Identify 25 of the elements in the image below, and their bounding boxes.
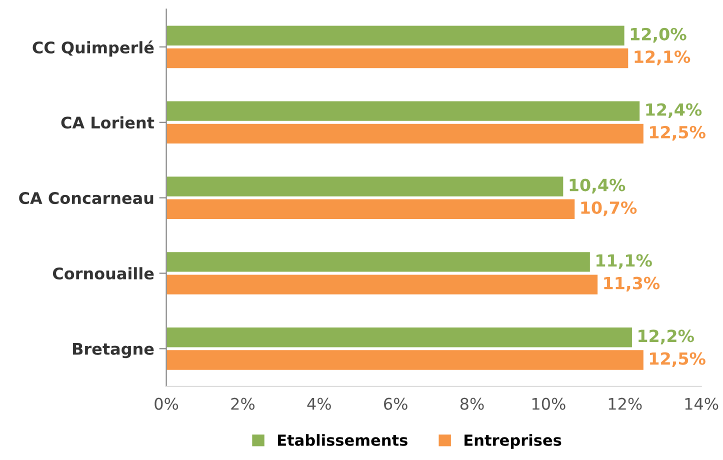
y-tick-label: Bretagne [73,343,154,358]
x-tick-label: 6% [384,398,408,410]
x-tick-label: 0% [154,398,178,410]
x-tick-label: 14% [685,398,718,410]
y-tick-label: CC Quimperlé [32,40,154,57]
x-tick-label: 4% [307,398,331,410]
y-tick-label: Cornouaille [52,267,154,280]
data-label: 12,0% [630,28,686,43]
data-label: 12,5% [650,126,706,141]
data-label: 12,1% [634,50,690,66]
data-label: 10,7% [581,201,637,216]
legend-label: Etablissements [278,434,408,446]
data-label: 12,5% [650,352,706,367]
legend-label: Entreprises [464,434,562,449]
data-label: 10,4% [570,178,626,194]
x-tick-label: 2% [231,398,255,410]
y-tick-label: CA Concarneau [19,192,154,204]
y-tick-label: CA Lorient [61,116,154,129]
x-tick-label: 8% [460,398,484,410]
data-label: 11,3% [604,276,660,292]
x-tick-label: 10% [532,398,566,410]
data-label: 12,2% [638,330,694,344]
data-label: 11,1% [596,254,652,269]
x-tick-label: 12% [608,398,642,410]
data-label: 12,4% [646,103,702,118]
